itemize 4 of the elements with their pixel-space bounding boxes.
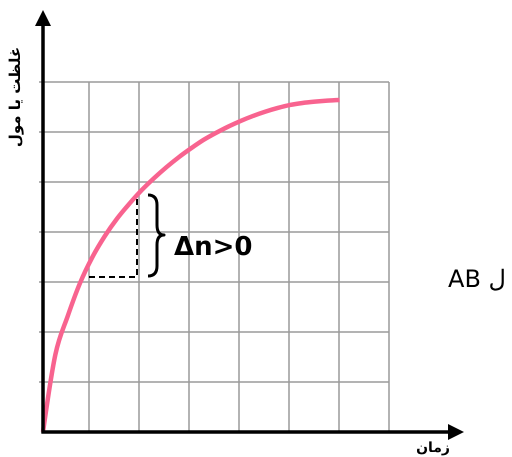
x-axis-title: زمان (416, 440, 450, 456)
text: ل AB (448, 265, 506, 293)
annotation: Δn>0 (174, 232, 253, 262)
y-axis-title: غلظت یا مول (6, 46, 24, 148)
